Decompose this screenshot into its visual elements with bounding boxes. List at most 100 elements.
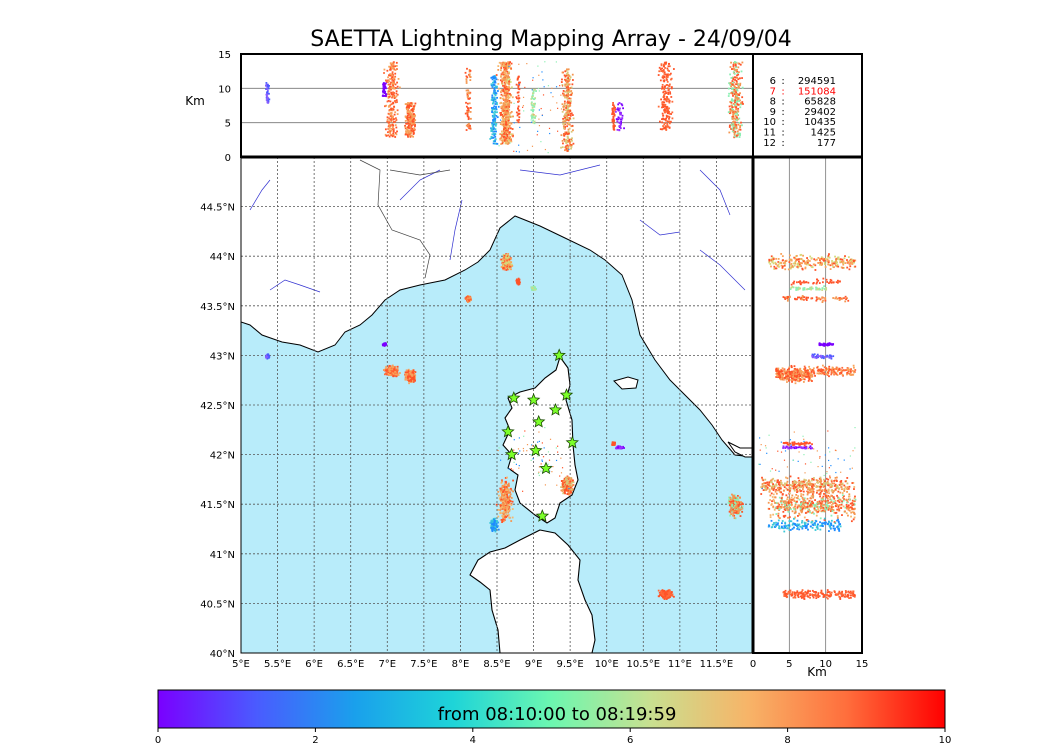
- lightning-point: [664, 118, 667, 121]
- lightning-point: [467, 116, 470, 119]
- lightning-point: [668, 120, 670, 123]
- lightning-point: [612, 113, 614, 115]
- lightning-point: [775, 376, 778, 378]
- lightning-point: [395, 370, 398, 373]
- lightning-point: [503, 519, 506, 521]
- lightning-point: [667, 91, 670, 94]
- lightning-point: [732, 63, 735, 66]
- lightning-point: [397, 374, 400, 376]
- lightning-point: [552, 96, 554, 98]
- lightning-point: [731, 106, 734, 109]
- lightning-point: [503, 74, 506, 77]
- lightning-point: [739, 82, 742, 85]
- lightning-point: [501, 83, 504, 85]
- lightning-point: [731, 130, 734, 133]
- lightning-point: [389, 112, 392, 115]
- lightning-point: [507, 484, 509, 486]
- lightning-point: [492, 92, 495, 95]
- lightning-point: [618, 117, 621, 120]
- lightning-point: [569, 97, 572, 100]
- lightning-point: [493, 87, 496, 90]
- lightning-point: [526, 63, 528, 65]
- lightning-point: [821, 369, 824, 371]
- lightning-point: [788, 373, 790, 376]
- lightning-point: [732, 65, 735, 68]
- lightning-point: [505, 101, 508, 103]
- lightning-point: [732, 81, 735, 84]
- lightning-point: [409, 378, 412, 381]
- lightning-point: [387, 131, 389, 134]
- lightning-point: [732, 131, 735, 133]
- lightning-point: [570, 113, 572, 115]
- lightning-point: [510, 487, 512, 490]
- lightning-point: [391, 109, 394, 112]
- lightning-point: [505, 105, 508, 108]
- lightning-point: [732, 94, 734, 97]
- lightning-point: [538, 474, 540, 477]
- lightning-point: [551, 87, 553, 89]
- lightning-point: [501, 134, 503, 136]
- lightning-point: [505, 78, 508, 81]
- lightning-point: [517, 86, 520, 88]
- lightning-point: [541, 442, 543, 444]
- lightning-point: [564, 90, 567, 93]
- lightning-point: [828, 375, 830, 378]
- lightning-point: [407, 114, 410, 117]
- lightning-point: [387, 366, 390, 369]
- lightning-point: [849, 369, 852, 372]
- lightning-point: [505, 90, 507, 93]
- lightning-point: [668, 591, 671, 594]
- lightning-point: [505, 254, 508, 256]
- lightning-point: [388, 135, 391, 138]
- lightning-point: [411, 122, 414, 125]
- lightning-point: [518, 467, 520, 469]
- lightning-point: [544, 484, 547, 486]
- lightning-point: [560, 489, 563, 492]
- lightning-point: [737, 123, 740, 126]
- lightning-point: [612, 120, 615, 123]
- lightning-point: [503, 109, 506, 112]
- lightning-point: [830, 373, 833, 376]
- lightning-point: [568, 139, 570, 142]
- lightning-point: [736, 118, 739, 121]
- lightning-point: [466, 102, 469, 105]
- lightning-point: [567, 132, 570, 135]
- lightning-point: [663, 101, 666, 104]
- lightning-point: [827, 372, 829, 374]
- lightning-point: [500, 507, 503, 509]
- lightning-point: [620, 122, 622, 125]
- lightning-point: [405, 375, 408, 378]
- lightning-point: [497, 65, 500, 68]
- lightning-point: [504, 262, 506, 265]
- lightning-point: [501, 110, 504, 113]
- lightning-point: [507, 504, 510, 506]
- lightning-point: [568, 493, 571, 496]
- lightning-point: [505, 140, 508, 142]
- lightning-point: [465, 296, 468, 299]
- lightning-point: [818, 372, 820, 375]
- lightning-point: [730, 92, 733, 95]
- lightning-point: [495, 130, 497, 133]
- lightning-point: [383, 89, 385, 92]
- lightning-point: [413, 113, 415, 116]
- lightning-point: [389, 62, 392, 65]
- lightning-point: [503, 102, 506, 105]
- lightning-point: [567, 88, 570, 91]
- lightning-point: [732, 115, 734, 118]
- lightning-point: [508, 495, 511, 498]
- lightning-point: [530, 454, 532, 456]
- lightning-point: [568, 100, 570, 103]
- lightning-point: [731, 504, 734, 506]
- lightning-point: [509, 137, 512, 140]
- altitude-lat-panel: 0 5 10 15 Km: [241, 155, 868, 679]
- lightning-point: [390, 87, 393, 89]
- lightning-point: [735, 108, 738, 111]
- lightning-point: [833, 373, 835, 375]
- lightning-point: [410, 131, 413, 134]
- lightning-point: [466, 76, 469, 79]
- lightning-point: [568, 111, 571, 114]
- lightning-point: [501, 77, 504, 80]
- lightning-point: [570, 138, 573, 141]
- lightning-point: [659, 594, 661, 597]
- lightning-point: [566, 98, 569, 100]
